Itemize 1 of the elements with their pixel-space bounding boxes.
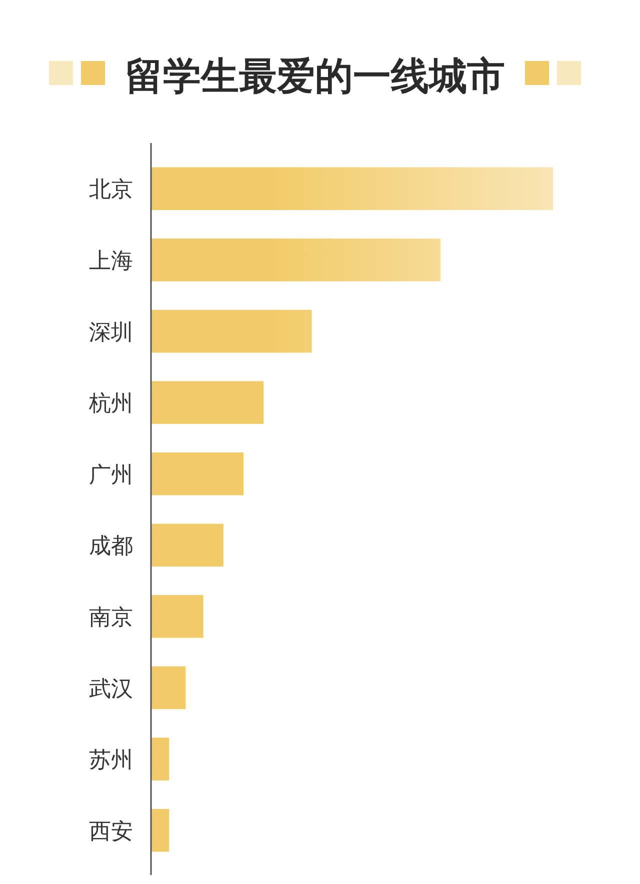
title: 留学生最爱的一线城市 bbox=[125, 56, 505, 98]
